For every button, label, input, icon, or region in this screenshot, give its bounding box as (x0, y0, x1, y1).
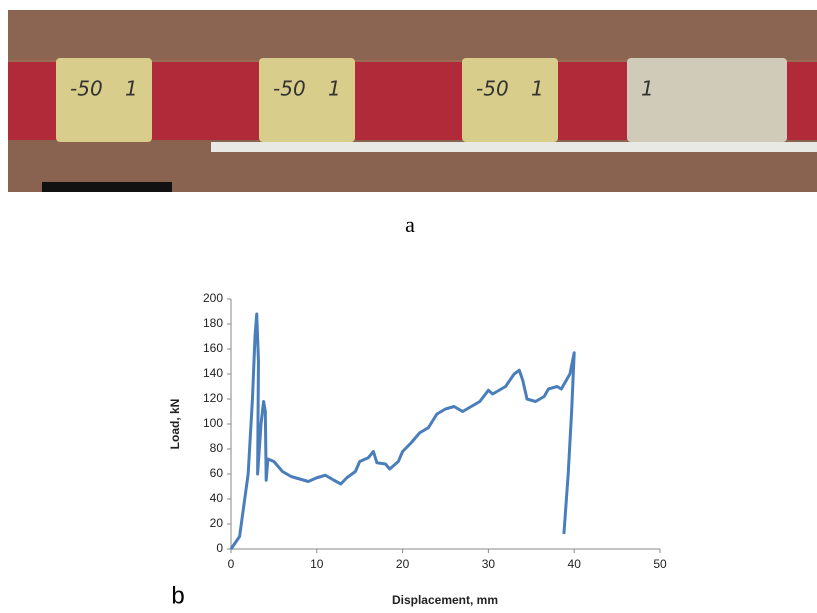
data-line (229, 312, 576, 550)
x-axis-title: Displacement, mm (392, 593, 498, 607)
photo: -50 1 (414, 10, 617, 192)
photo: -50 1 (211, 10, 414, 192)
y-axis-title: Load, kN (168, 399, 182, 450)
handwriting: 1 (328, 77, 341, 101)
x-tick-label: 10 (310, 557, 324, 571)
specimen (462, 58, 558, 142)
y-tick-label: 140 (203, 366, 223, 380)
y-tick-label: 60 (210, 466, 224, 480)
x-tick-label: 50 (653, 557, 667, 571)
handwriting: -50 (70, 77, 103, 101)
panel-label: b (171, 582, 184, 608)
handwriting: 1 (125, 77, 138, 101)
y-tick-label: 0 (216, 541, 223, 555)
y-tick-label: 200 (203, 291, 223, 305)
upper-plate (617, 10, 817, 60)
y-tick-label: 80 (210, 441, 224, 455)
base-plate (414, 142, 617, 152)
handwriting: -50 (476, 77, 509, 101)
specimen (259, 58, 355, 142)
x-tick-label: 20 (396, 557, 410, 571)
x-tick-label: 40 (568, 557, 582, 571)
specimen (627, 58, 787, 142)
x-tick-label: 30 (482, 557, 496, 571)
upper-plate (8, 10, 211, 60)
handwriting: 1 (531, 77, 544, 101)
y-tick-label: 160 (203, 341, 223, 355)
y-tick-label: 120 (203, 391, 223, 405)
base-plate (211, 142, 414, 152)
y-tick-label: 20 (210, 516, 224, 530)
upper-plate (414, 10, 617, 60)
photo: 1 (617, 10, 817, 192)
upper-plate (211, 10, 414, 60)
handwriting: -50 (273, 77, 306, 101)
panel-label: a (405, 212, 415, 237)
scale-bar (42, 182, 172, 192)
y-tick-label: 100 (203, 416, 223, 430)
x-tick-label: 0 (228, 557, 235, 571)
y-tick-label: 180 (203, 316, 223, 330)
y-tick-label: 40 (210, 491, 224, 505)
photo-strip: -50 1 -50 1 -50 1 1 (8, 10, 817, 192)
specimen (56, 58, 152, 142)
handwriting: 1 (641, 77, 654, 101)
photo: -50 1 (8, 10, 211, 192)
base-plate (617, 142, 817, 152)
